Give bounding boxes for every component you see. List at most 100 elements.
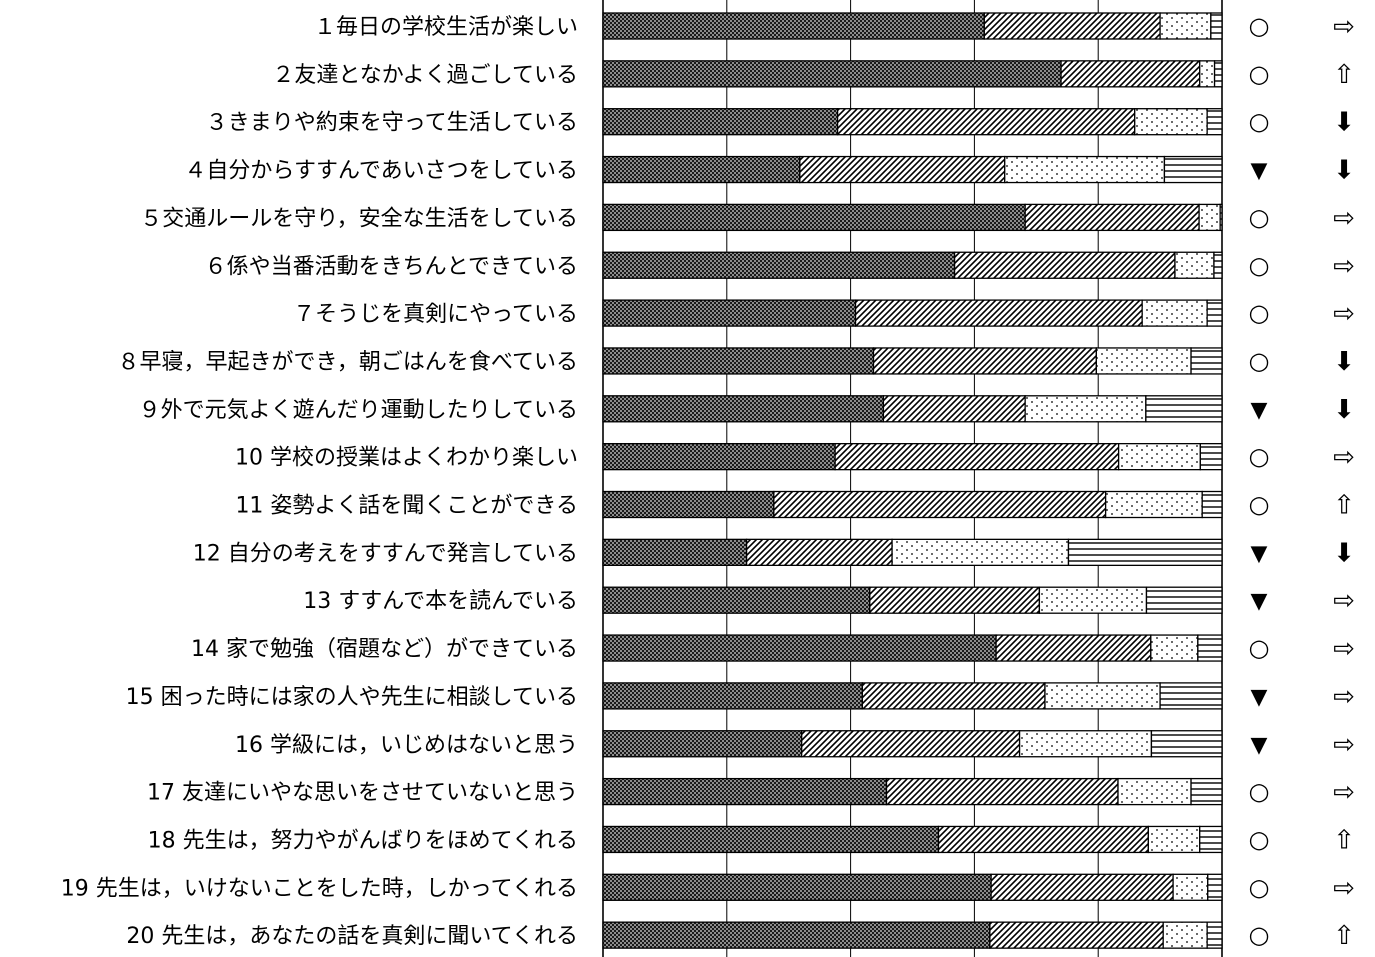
bar-segment-19-2 (990, 873, 1174, 901)
bar-segment-2-1 (602, 60, 1062, 88)
bar-segment-4-1 (602, 155, 801, 184)
bar-segment-6-4 (1213, 251, 1223, 279)
bar-segment-10-4 (1199, 442, 1223, 471)
category-label-5: ５交通ルールを守り，安全な生活をしている (140, 206, 578, 231)
bar-segment-4-4 (1163, 155, 1223, 184)
evaluation-mark-20: ○ (1249, 921, 1270, 949)
bar-segment-13-4 (1145, 586, 1223, 614)
category-label-8: ８早寝，早起きができ，朝ごはんを食べている (118, 350, 578, 375)
category-label-17: 17 友達にいやな思いをさせていないと思う (147, 781, 578, 806)
bar-segment-17-2 (885, 777, 1119, 806)
category-label-19: 19 先生は，いけないことをした時，しかってくれる (61, 876, 578, 901)
bar-segment-20-1 (602, 921, 991, 949)
evaluation-mark-2: ○ (1249, 60, 1270, 88)
trend-arrow-16: ⇨ (1333, 730, 1355, 760)
bar-segment-19-3 (1172, 873, 1209, 901)
bar-segment-9-1 (602, 395, 885, 423)
evaluation-mark-9: ▼ (1251, 398, 1268, 423)
bar-segment-1-3 (1159, 12, 1212, 40)
category-label-16: 16 学級には，いじめはないと思う (235, 733, 578, 758)
trend-arrow-8: ⬇ (1333, 347, 1355, 377)
bar-segment-20-3 (1162, 921, 1208, 949)
trend-arrow-12: ⬇ (1333, 538, 1355, 568)
trend-arrow-17: ⇨ (1333, 778, 1355, 808)
trend-arrow-13: ⇨ (1333, 586, 1355, 616)
trend-arrow-5: ⇨ (1333, 203, 1355, 233)
trend-arrow-19: ⇨ (1333, 873, 1355, 903)
evaluation-mark-17: ○ (1249, 778, 1270, 806)
bar-segment-8-4 (1190, 347, 1223, 375)
trend-arrow-11: ⇧ (1333, 491, 1355, 521)
bar-segment-8-1 (602, 347, 875, 375)
bar-segment-7-3 (1141, 299, 1208, 327)
evaluation-mark-5: ○ (1249, 203, 1270, 231)
trend-arrow-10: ⇨ (1333, 443, 1355, 473)
bar-segment-1-4 (1210, 12, 1223, 40)
evaluation-mark-14: ○ (1249, 634, 1270, 662)
bar-segment-17-4 (1190, 777, 1223, 806)
evaluation-mark-8: ○ (1249, 347, 1270, 375)
trend-arrow-18: ⇧ (1333, 825, 1355, 855)
gridlines (602, 0, 1223, 957)
bar-segment-12-1 (602, 538, 748, 566)
bar-segment-3-3 (1134, 108, 1208, 136)
category-label-13: 13 すすんで本を読んでいる (303, 589, 578, 614)
bar-segment-11-4 (1201, 490, 1223, 519)
evaluation-mark-18: ○ (1249, 825, 1270, 853)
bar-segment-15-4 (1159, 682, 1223, 710)
bar-segment-8-2 (872, 347, 1097, 375)
bar-segment-1-2 (983, 12, 1161, 40)
bar-segment-14-2 (995, 634, 1152, 662)
bar-segment-14-1 (602, 634, 997, 662)
bar-segment-11-3 (1104, 490, 1203, 519)
evaluation-marks: ○ ○ ○ ▼ ○ ○ ○ ○ ▼ ○ ○ ▼ ▼ ○ ▼ ▼ ○ ○ ○ ○ (1249, 12, 1270, 949)
category-label-14: 14 家で勉強（宿題など）ができている (191, 637, 578, 662)
bar-segment-4-3 (1004, 155, 1166, 184)
bar-segment-18-3 (1147, 825, 1201, 854)
bar-segment-20-4 (1206, 921, 1223, 949)
bar-segment-16-1 (602, 730, 803, 758)
bar-segment-1-1 (602, 12, 985, 40)
bar-segment-7-1 (602, 299, 857, 327)
category-labels: １毎日の学校生活が楽しい ２友達となかよく過ごしている ３きまりや約束を守って生活し… (61, 15, 578, 949)
bar-segment-3-4 (1206, 108, 1223, 136)
bar-segment-13-1 (602, 586, 871, 614)
bar-segment-19-4 (1207, 873, 1223, 901)
bar-segment-12-2 (745, 538, 893, 566)
bar-segment-2-2 (1060, 60, 1201, 88)
bar-segment-11-1 (602, 490, 775, 519)
bar-segment-7-4 (1206, 299, 1223, 327)
category-label-3: ３きまりや約束を守って生活している (206, 111, 578, 136)
bar-segment-9-4 (1145, 395, 1223, 423)
evaluation-mark-1: ○ (1249, 12, 1270, 40)
trend-arrows: ⇨ ⇧ ⬇ ⬇ ⇨ ⇨ ⇨ ⬇ ⬇ ⇨ ⇧ ⬇ ⇨ ⇨ ⇨ ⇨ ⇨ ⇧ ⇨ ⇧ (1333, 12, 1355, 951)
bar-segment-13-2 (869, 586, 1041, 614)
bars-layer (602, 12, 1223, 949)
bar-segment-5-2 (1024, 203, 1200, 232)
bar-segment-3-2 (836, 108, 1136, 136)
bar-segment-17-3 (1117, 777, 1192, 806)
trend-arrow-20: ⇧ (1333, 921, 1355, 951)
bar-segment-16-3 (1018, 730, 1153, 758)
bar-segment-16-4 (1150, 730, 1223, 758)
category-label-7: ７そうじを真剣にやっている (293, 302, 578, 327)
evaluation-mark-6: ○ (1249, 251, 1270, 279)
evaluation-mark-12: ▼ (1251, 541, 1268, 566)
bar-segment-14-3 (1150, 634, 1199, 662)
trend-arrow-3: ⬇ (1333, 108, 1355, 138)
trend-arrow-4: ⬇ (1333, 156, 1355, 186)
trend-arrow-1: ⇨ (1333, 12, 1355, 42)
evaluation-mark-11: ○ (1249, 491, 1270, 519)
bar-segment-9-3 (1024, 395, 1147, 423)
bar-segment-7-2 (854, 299, 1143, 327)
bar-segment-10-3 (1117, 442, 1201, 471)
bar-segment-17-1 (602, 777, 888, 806)
category-label-20: 20 先生は，あなたの話を真剣に聞いてくれる (126, 924, 578, 949)
bar-segment-12-3 (891, 538, 1070, 566)
bar-segment-5-3 (1198, 203, 1221, 232)
trend-arrow-15: ⇨ (1333, 682, 1355, 712)
bar-segment-18-1 (602, 825, 940, 854)
evaluation-mark-15: ▼ (1251, 685, 1268, 710)
bar-segment-2-3 (1199, 60, 1216, 88)
evaluation-mark-16: ▼ (1251, 733, 1268, 758)
